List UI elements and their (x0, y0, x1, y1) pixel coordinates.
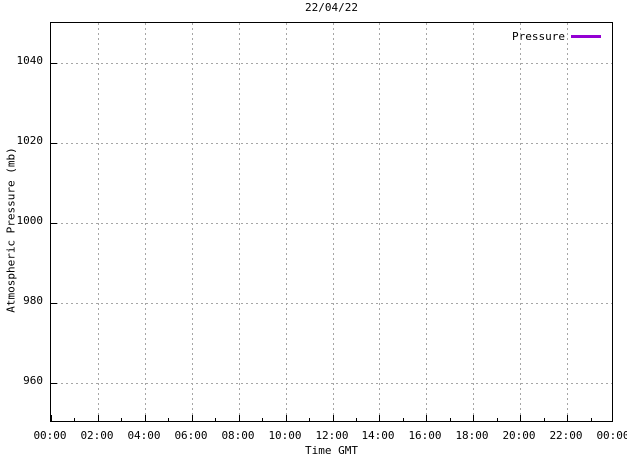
y-tick-mark (51, 223, 57, 224)
x-tick-mark-minor (450, 418, 451, 421)
x-tick-mark-minor (74, 418, 75, 421)
x-tick-mark-major (51, 415, 52, 421)
x-tick-mark-minor (356, 418, 357, 421)
x-tick-mark-major (145, 415, 146, 421)
gridline-vertical (145, 23, 146, 421)
x-tick-mark-minor (591, 418, 592, 421)
gridline-vertical (426, 23, 427, 421)
x-tick-mark-minor (262, 418, 263, 421)
x-tick-label: 08:00 (221, 429, 255, 442)
x-tick-label: 00:00 (596, 429, 627, 442)
gridline-vertical (379, 23, 380, 421)
legend-label: Pressure (512, 30, 565, 43)
x-tick-label: 10:00 (268, 429, 302, 442)
x-tick-mark-major (520, 415, 521, 421)
x-tick-mark-minor (497, 418, 498, 421)
y-tick-label: 960 (23, 374, 43, 387)
y-tick-mark (51, 143, 57, 144)
x-tick-mark-major (192, 415, 193, 421)
x-tick-label: 16:00 (408, 429, 442, 442)
x-tick-label: 00:00 (33, 429, 67, 442)
x-tick-mark-minor (168, 418, 169, 421)
chart-title: 22/04/22 (305, 1, 358, 14)
x-tick-mark-major (239, 415, 240, 421)
x-tick-label: 22:00 (549, 429, 583, 442)
x-tick-label: 12:00 (315, 429, 349, 442)
y-tick-mark (51, 303, 57, 304)
x-tick-label: 06:00 (174, 429, 208, 442)
x-tick-mark-major (426, 415, 427, 421)
gridline-horizontal (51, 223, 612, 224)
x-tick-label: 14:00 (361, 429, 395, 442)
legend-line-swatch (571, 35, 601, 38)
gridline-vertical (567, 23, 568, 421)
x-axis-label: Time GMT (305, 444, 358, 457)
gridline-horizontal (51, 143, 612, 144)
x-tick-mark-major (379, 415, 380, 421)
x-tick-label: 20:00 (502, 429, 536, 442)
legend: Pressure (512, 30, 601, 43)
x-tick-mark-minor (403, 418, 404, 421)
gridline-horizontal (51, 383, 612, 384)
x-tick-mark-minor (215, 418, 216, 421)
gridline-vertical (98, 23, 99, 421)
gridline-vertical (286, 23, 287, 421)
x-tick-mark-major (612, 415, 613, 421)
gridline-vertical (192, 23, 193, 421)
x-tick-mark-major (286, 415, 287, 421)
x-tick-label: 18:00 (455, 429, 489, 442)
x-tick-mark-major (473, 415, 474, 421)
x-tick-mark-minor (309, 418, 310, 421)
x-tick-mark-minor (121, 418, 122, 421)
x-tick-mark-major (333, 415, 334, 421)
y-tick-label: 1000 (16, 214, 44, 227)
x-tick-label: 02:00 (80, 429, 114, 442)
gridline-vertical (473, 23, 474, 421)
x-tick-mark-major (567, 415, 568, 421)
y-axis-label: Atmospheric Pressure (mb) (4, 147, 18, 313)
gridline-horizontal (51, 63, 612, 64)
plot-area: Pressure (50, 22, 613, 422)
y-tick-mark (51, 63, 57, 64)
x-tick-mark-minor (544, 418, 545, 421)
gridline-vertical (239, 23, 240, 421)
y-tick-mark (51, 383, 57, 384)
gridline-horizontal (51, 303, 612, 304)
x-tick-mark-major (98, 415, 99, 421)
gridline-vertical (520, 23, 521, 421)
x-tick-label: 04:00 (127, 429, 161, 442)
gridline-vertical (333, 23, 334, 421)
y-tick-label: 1040 (16, 54, 44, 67)
y-tick-label: 980 (23, 294, 43, 307)
y-tick-label: 1020 (16, 134, 44, 147)
